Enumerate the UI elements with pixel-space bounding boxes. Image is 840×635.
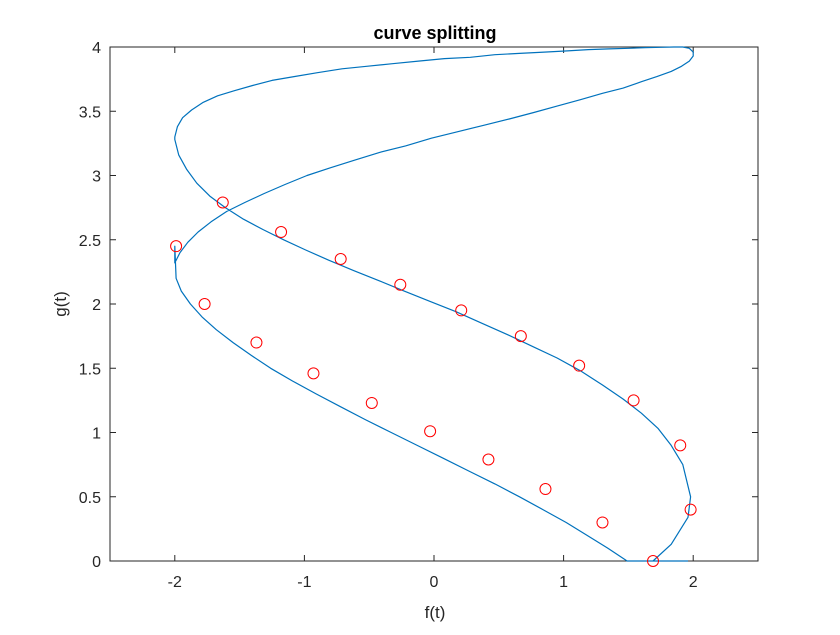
sample-point-marker [424, 425, 437, 438]
sample-point-marker [365, 396, 378, 409]
sample-point-marker [334, 253, 347, 266]
x-tick-label: 0 [430, 574, 439, 591]
sample-point-marker [198, 298, 211, 310]
x-tick-label: -2 [168, 574, 182, 591]
axes-box [109, 46, 759, 562]
y-axis-title: g(t) [51, 291, 70, 317]
sample-point-marker [455, 304, 468, 317]
sample-point-marker [514, 330, 527, 343]
y-tick-label: 1 [92, 426, 101, 443]
sample-point-marker [170, 240, 183, 253]
sample-point-marker [482, 453, 495, 466]
sample-point-marker [596, 516, 609, 529]
plot-area: -2 -1 0 1 2 0 0.5 1 1.5 2 2.5 3 3.5 4 [79, 40, 759, 591]
sample-point-marker [573, 359, 586, 372]
y-tick-label: 1.5 [79, 361, 101, 378]
x-axis-title: f(t) [425, 603, 446, 622]
y-tick-label: 3.5 [79, 104, 101, 121]
y-tick-label: 2.5 [79, 233, 101, 250]
chart-title: curve splitting [373, 23, 496, 43]
x-tick-label: -1 [297, 574, 311, 591]
sample-point-marker [394, 278, 407, 291]
sample-point-marker [627, 394, 640, 407]
sample-point-marker [275, 226, 288, 239]
sample-point-marker [216, 196, 229, 209]
sample-point-marker [674, 439, 687, 452]
sample-point-marker [647, 555, 660, 567]
y-tick-label: 2 [92, 297, 101, 314]
sample-point-marker [250, 336, 263, 349]
x-tick-label: 2 [689, 574, 698, 591]
y-tick-label: 4 [92, 40, 101, 57]
x-tick-label: 1 [559, 574, 568, 591]
sample-point-marker [684, 503, 697, 516]
y-tick-label: 3 [92, 169, 101, 186]
y-tick-label: 0.5 [79, 490, 101, 507]
sample-point-marker [539, 483, 552, 496]
y-tick-label: 0 [92, 554, 101, 571]
sample-point-marker [307, 367, 320, 380]
